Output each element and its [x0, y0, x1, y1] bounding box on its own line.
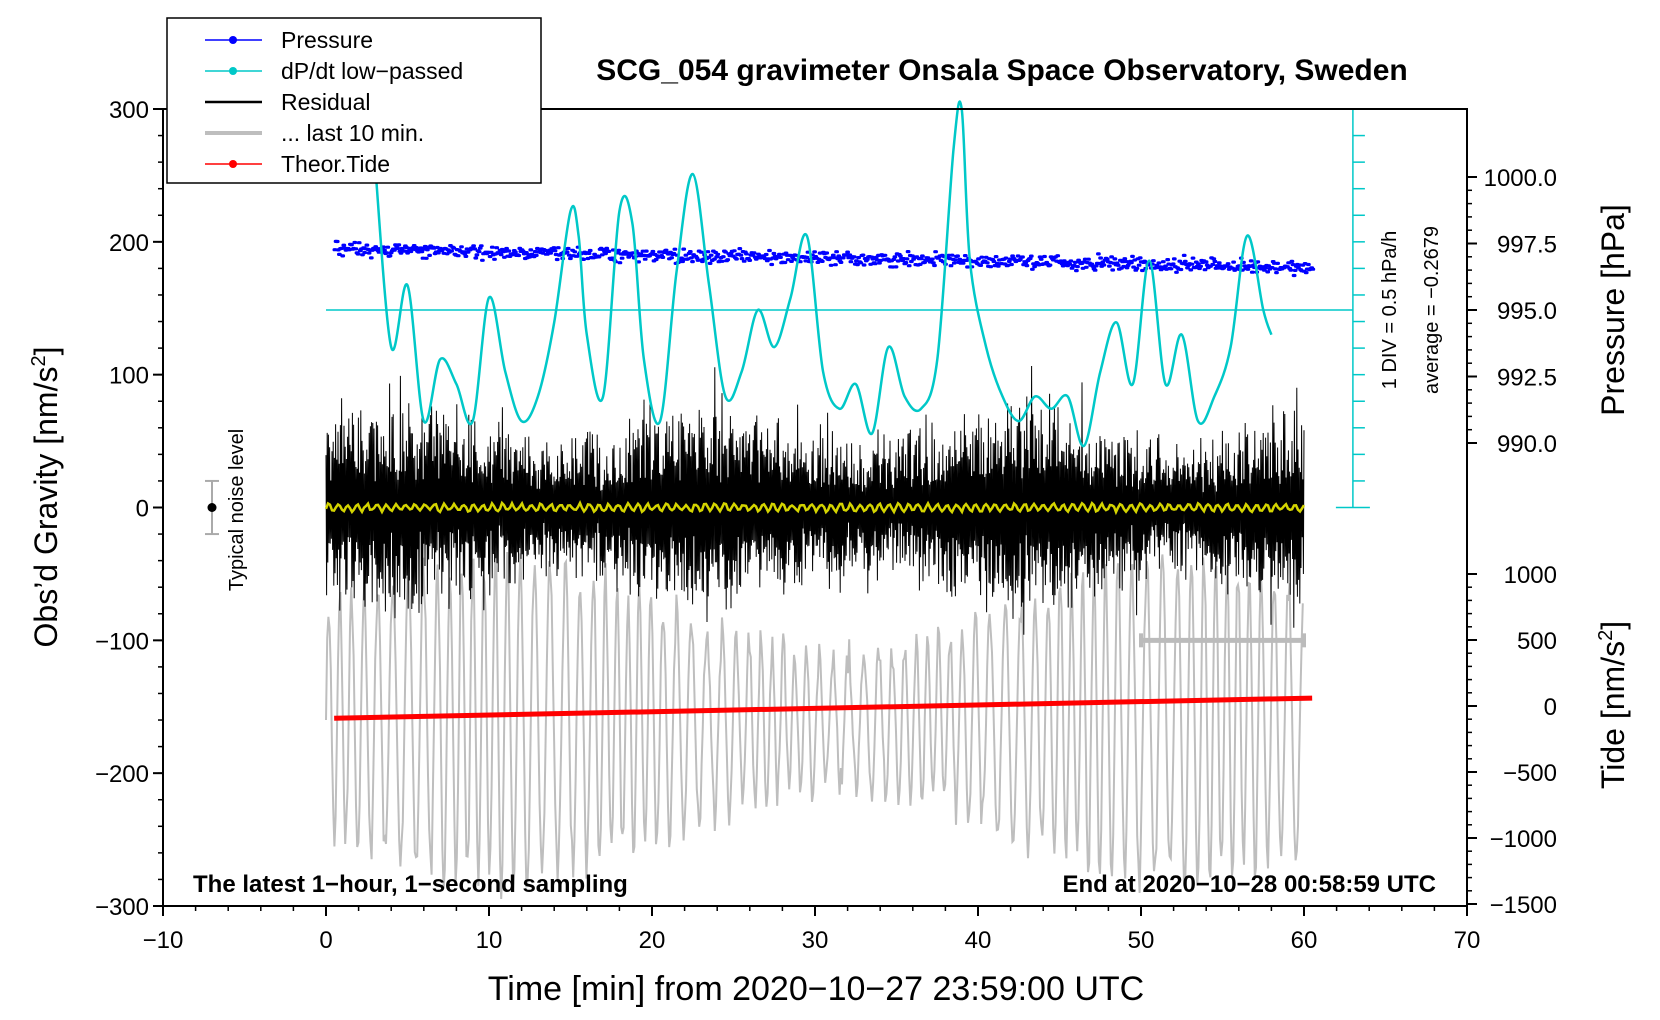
y-axis-label-tide-end: ]	[1595, 621, 1631, 630]
tide-tick-label: 500	[1517, 628, 1557, 655]
tide-tick-label: −1000	[1490, 826, 1557, 853]
y-tick-label: −200	[95, 761, 149, 788]
x-tick-label: 0	[319, 927, 332, 954]
pressure-series	[332, 239, 1316, 278]
last-10-min-line	[325, 551, 1304, 900]
y-axis-label-left-main: Obs’d Gravity [nm/s	[28, 367, 64, 648]
pressure-tick-label: 1000.0	[1484, 165, 1557, 192]
noise-level-indicator	[205, 479, 219, 536]
y-axis-label-pressure: Pressure [hPa]	[1595, 204, 1631, 416]
pressure-dots	[332, 239, 1316, 278]
x-tick-label: 10	[476, 927, 503, 954]
y-axis-label-tide-sup: 2	[1595, 630, 1617, 641]
legend: Pressure dP/dt low−passed Residual ... last…	[166, 17, 542, 184]
tide-tick-label: 1000	[1504, 562, 1557, 589]
x-tick-label: 50	[1128, 927, 1155, 954]
axes: −10 0 10 20 30 40 50 60 703002001000−100−200−300…	[95, 97, 1557, 954]
tide-tick-label: 0	[1544, 694, 1557, 721]
dpdt-line	[373, 100, 1273, 448]
legend-label: Residual	[281, 89, 371, 115]
tide-line	[334, 695, 1313, 721]
legend-label: ... last 10 min.	[281, 120, 424, 146]
annotation-latest-hour: The latest 1−hour, 1−second sampling	[193, 871, 628, 898]
legend-label: dP/dt low−passed	[281, 58, 463, 84]
x-tick-label: 70	[1454, 927, 1481, 954]
legend-label: Theor.Tide	[281, 151, 390, 177]
pressure-tick-label: 990.0	[1497, 431, 1557, 458]
y-tick-label: −300	[95, 894, 149, 921]
legend-box	[166, 17, 542, 184]
tide-tick-label: −500	[1503, 760, 1557, 787]
y-tick-label: 300	[109, 97, 149, 124]
pressure-tick-label: 995.0	[1497, 298, 1557, 325]
y-tick-label: 0	[136, 496, 149, 523]
y-axis-label-left-end: ]	[28, 347, 64, 356]
residual-smoothed-line	[324, 500, 1306, 516]
side-scale-div-label: 1 DIV = 0.5 hPa/h	[1379, 231, 1401, 389]
pressure-tick-label: 997.5	[1497, 232, 1557, 259]
noise-dot	[207, 503, 217, 512]
side-scale-average-label: average = −0.2679	[1421, 226, 1443, 394]
annotation-end-time: End at 2020−10−28 00:58:59 UTC	[1062, 871, 1436, 898]
x-tick-label: 30	[802, 927, 829, 954]
last-10-min-bracket	[1139, 633, 1306, 648]
y-axis-label-left: Obs’d Gravity [nm/s2]	[28, 347, 64, 648]
residual-line	[325, 365, 1305, 635]
tide-series	[334, 695, 1313, 721]
pressure-tick-label: 992.5	[1497, 365, 1557, 392]
legend-marker	[229, 160, 237, 168]
dpdt-side-scale	[1335, 108, 1370, 509]
y-tick-label: 100	[109, 363, 149, 390]
y-tick-label: −100	[95, 628, 149, 655]
x-axis-label: Time [min] from 2020−10−27 23:59:00 UTC	[488, 970, 1144, 1008]
dpdt-series	[326, 100, 1353, 448]
x-tick-label: −10	[143, 927, 184, 954]
chart-title: SCG_054 gravimeter Onsala Space Observat…	[596, 54, 1408, 87]
tide-tick-label: −1500	[1490, 892, 1557, 919]
legend-marker	[229, 67, 237, 75]
legend-marker	[229, 36, 237, 44]
residual-smoothed-series	[324, 500, 1306, 516]
y-tick-label: 200	[109, 230, 149, 257]
x-tick-label: 40	[965, 927, 992, 954]
x-tick-label: 20	[639, 927, 666, 954]
y-axis-label-left-sup: 2	[28, 355, 50, 366]
last-10-min-series	[325, 551, 1304, 900]
residual-series	[325, 365, 1305, 635]
y-axis-label-tide-main: Tide [nm/s	[1595, 641, 1631, 789]
y-axis-label-tide: Tide [nm/s2]	[1595, 621, 1631, 789]
noise-level-label: Typical noise level	[226, 429, 248, 591]
legend-label: Pressure	[281, 27, 373, 53]
x-tick-label: 60	[1291, 927, 1318, 954]
